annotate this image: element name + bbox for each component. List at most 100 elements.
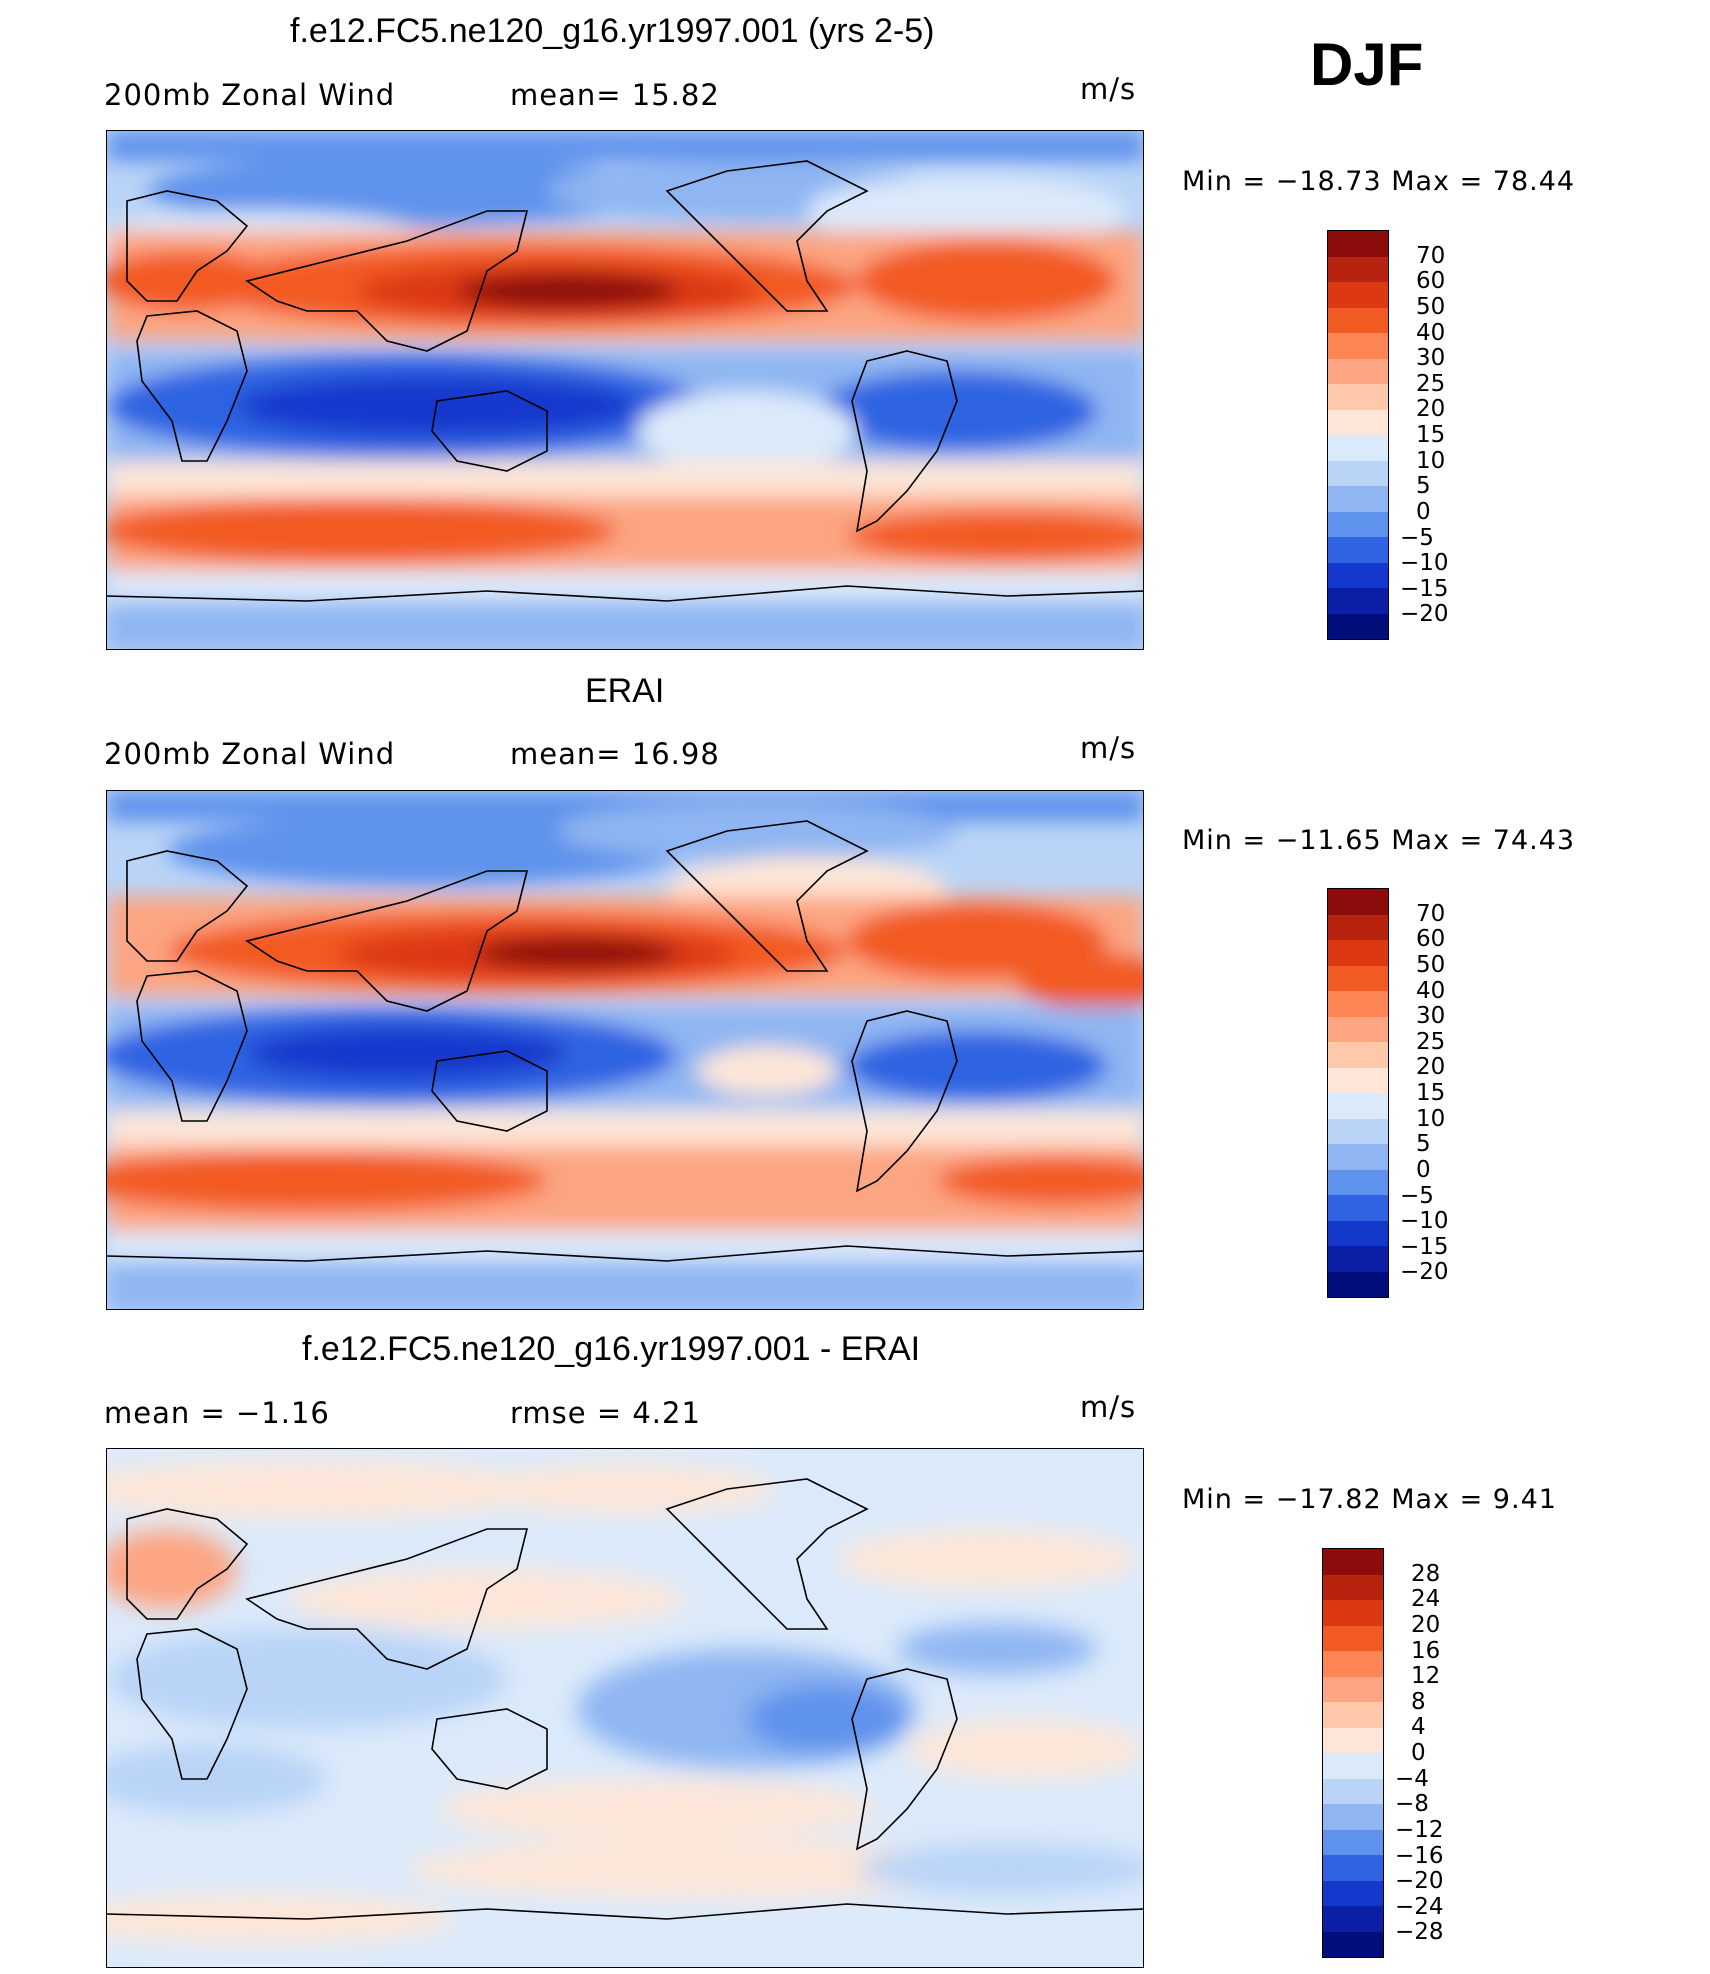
panel-1-colorbar-swatch — [1328, 435, 1388, 461]
panel-2-colorbar-tick-label: 25 — [1416, 1028, 1446, 1055]
panel-1-variable-label: 200mb Zonal Wind — [104, 78, 396, 112]
panel-3-coastlines — [107, 1478, 1143, 1920]
panel-1-colorbar-tick-label: −20 — [1400, 601, 1449, 628]
panel-2-colorbar-tick-label: 70 — [1416, 900, 1446, 927]
panel-2-colorbar-tick-label: 50 — [1416, 951, 1446, 978]
panel-2-colorbar-swatch — [1328, 1118, 1388, 1144]
panel-2-colorbar-swatch — [1328, 1169, 1388, 1195]
panel-3-mean-label: mean = −1.16 — [104, 1396, 330, 1430]
panel-2-map — [106, 790, 1144, 1310]
panel-3-colorbar-swatch — [1323, 1549, 1383, 1575]
panel-1-colorbar-tick-label: 30 — [1416, 345, 1446, 372]
panel-3-colorbar-tick-label: −8 — [1395, 1791, 1429, 1818]
panel-2-coastlines — [107, 820, 1143, 1262]
panel-2-colorbar-swatch — [1328, 965, 1388, 991]
panel-2-colorbar-swatch — [1328, 1067, 1388, 1093]
panel-3-colorbar-tick-label: −24 — [1395, 1893, 1444, 1920]
panel-3-colorbar-swatch — [1323, 1676, 1383, 1702]
panel-1-colorbar-tick-label: −10 — [1400, 550, 1449, 577]
panel-3-map — [106, 1448, 1144, 1968]
panel-3-colorbar-swatch — [1323, 1574, 1383, 1600]
panel-1-units: m/s — [1080, 72, 1137, 106]
panel-1-colorbar-tick-label: 10 — [1416, 447, 1446, 474]
panel-2-colorbar-tick-label: 30 — [1416, 1003, 1446, 1030]
panel-2-mean-label: mean= 16.98 — [510, 737, 720, 771]
panel-2-colorbar-tick-label: 60 — [1416, 926, 1446, 953]
panel-3-colorbar-labels: 28 24 20 16 12 8 4 0 −4 −8 −12 −16 −20 −24 −28 — [1395, 1548, 1483, 1958]
panel-1-colorbar-labels: 70 60 50 40 30 25 20 15 10 5 0 −5 −10 −15 −20 — [1400, 230, 1488, 640]
panel-3-colorbar-swatch — [1323, 1906, 1383, 1932]
panel-2-colorbar — [1327, 888, 1389, 1298]
panel-2-colorbar-swatch — [1328, 1195, 1388, 1221]
panel-3-colorbar-swatch — [1323, 1829, 1383, 1855]
panel-1-colorbar-swatch — [1328, 282, 1388, 308]
panel-1-colorbar-swatch — [1328, 231, 1388, 257]
panel-3-colorbar-tick-label: −16 — [1395, 1842, 1444, 1869]
panel-1-colorbar-tick-label: 60 — [1416, 268, 1446, 295]
panel-3-colorbar-swatch — [1323, 1625, 1383, 1651]
panel-1-colorbar-swatch — [1328, 537, 1388, 563]
panel-1-title: f.e12.FC5.ne120_g16.yr1997.001 (yrs 2-5) — [290, 12, 935, 50]
panel-3-map-svg — [107, 1449, 1143, 1967]
panel-1-colorbar-tick-label: 20 — [1416, 396, 1446, 423]
panel-2-map-svg — [107, 791, 1143, 1309]
panel-1-colorbar-tick-label: 5 — [1416, 473, 1431, 500]
panel-3-colorbar-tick-label: 20 — [1411, 1611, 1441, 1638]
panel-2-colorbar-tick-label: −15 — [1400, 1233, 1449, 1260]
panel-1-colorbar-swatch — [1328, 460, 1388, 486]
panel-2-colorbar-tick-label: −10 — [1400, 1208, 1449, 1235]
panel-3-colorbar-tick-label: 16 — [1411, 1637, 1441, 1664]
panel-3-colorbar-swatch — [1323, 1931, 1383, 1957]
panel-3-colorbar-tick-label: 28 — [1411, 1560, 1441, 1587]
panel-3-colorbar-swatch — [1323, 1651, 1383, 1677]
panel-1-colorbar-swatch — [1328, 588, 1388, 614]
panel-3-colorbar-swatch — [1323, 1753, 1383, 1779]
panel-3-colorbar-tick-label: 8 — [1411, 1688, 1426, 1715]
panel-1-colorbar-swatch — [1328, 333, 1388, 359]
panel-3-colorbar-swatch — [1323, 1855, 1383, 1881]
panel-2-colorbar-swatch — [1328, 1016, 1388, 1042]
panel-2-colorbar-swatch — [1328, 1271, 1388, 1297]
season-label: DJF — [1310, 31, 1424, 98]
panel-2-colorbar-swatch — [1328, 1042, 1388, 1068]
panel-2-colorbar-swatch — [1328, 991, 1388, 1017]
panel-2-colorbar-tick-label: 40 — [1416, 977, 1446, 1004]
panel-2-colorbar-swatch — [1328, 1144, 1388, 1170]
panel-3-rmse-label: rmse = 4.21 — [510, 1396, 701, 1430]
panel-1-colorbar-tick-label: 40 — [1416, 319, 1446, 346]
panel-2-minmax: Min = −11.65 Max = 74.43 — [1182, 825, 1576, 856]
panel-3-units: m/s — [1080, 1390, 1137, 1424]
panel-2-colorbar-tick-label: 15 — [1416, 1080, 1446, 1106]
panel-3-colorbar-tick-label: 0 — [1411, 1740, 1426, 1766]
panel-1-colorbar-swatch — [1328, 307, 1388, 333]
panel-3-colorbar-swatch — [1323, 1702, 1383, 1728]
panel-1-colorbar-swatch — [1328, 256, 1388, 282]
panel-3-colorbar-tick-label: −12 — [1395, 1816, 1444, 1843]
panel-2-colorbar-swatch — [1328, 940, 1388, 966]
panel-3-colorbar-tick-label: −28 — [1395, 1919, 1444, 1946]
panel-1-colorbar-swatch — [1328, 511, 1388, 537]
panel-3-colorbar-swatch — [1323, 1600, 1383, 1626]
panel-2-title: ERAI — [585, 672, 665, 710]
panel-3-colorbar-swatch — [1323, 1804, 1383, 1830]
panel-1-mean-label: mean= 15.82 — [510, 78, 720, 112]
panel-2-colorbar-tick-label: 10 — [1416, 1105, 1446, 1132]
panel-2-colorbar-swatch — [1328, 1093, 1388, 1119]
panel-2-colorbar-swatch — [1328, 1246, 1388, 1272]
panel-3-colorbar — [1322, 1548, 1384, 1958]
panel-3-colorbar-tick-label: 4 — [1411, 1714, 1426, 1741]
panel-3-colorbar-swatch — [1323, 1778, 1383, 1804]
panel-1-map-svg — [107, 131, 1143, 649]
panel-2-colorbar-tick-label: −20 — [1400, 1259, 1449, 1286]
panel-1-colorbar-swatch — [1328, 409, 1388, 435]
panel-1-colorbar-swatch — [1328, 384, 1388, 410]
panel-1-colorbar-tick-label: −5 — [1400, 524, 1434, 551]
panel-2-units: m/s — [1080, 731, 1137, 765]
panel-3-title: f.e12.FC5.ne120_g16.yr1997.001 - ERAI — [302, 1330, 921, 1368]
panel-3-colorbar-swatch — [1323, 1880, 1383, 1906]
panel-3-colorbar-tick-label: −4 — [1395, 1765, 1429, 1792]
panel-3-colorbar-swatch — [1323, 1727, 1383, 1753]
panel-2-colorbar-tick-label: 0 — [1416, 1156, 1431, 1183]
panel-1-colorbar-tick-label: −15 — [1400, 575, 1449, 602]
panel-1-colorbar-swatch — [1328, 562, 1388, 588]
